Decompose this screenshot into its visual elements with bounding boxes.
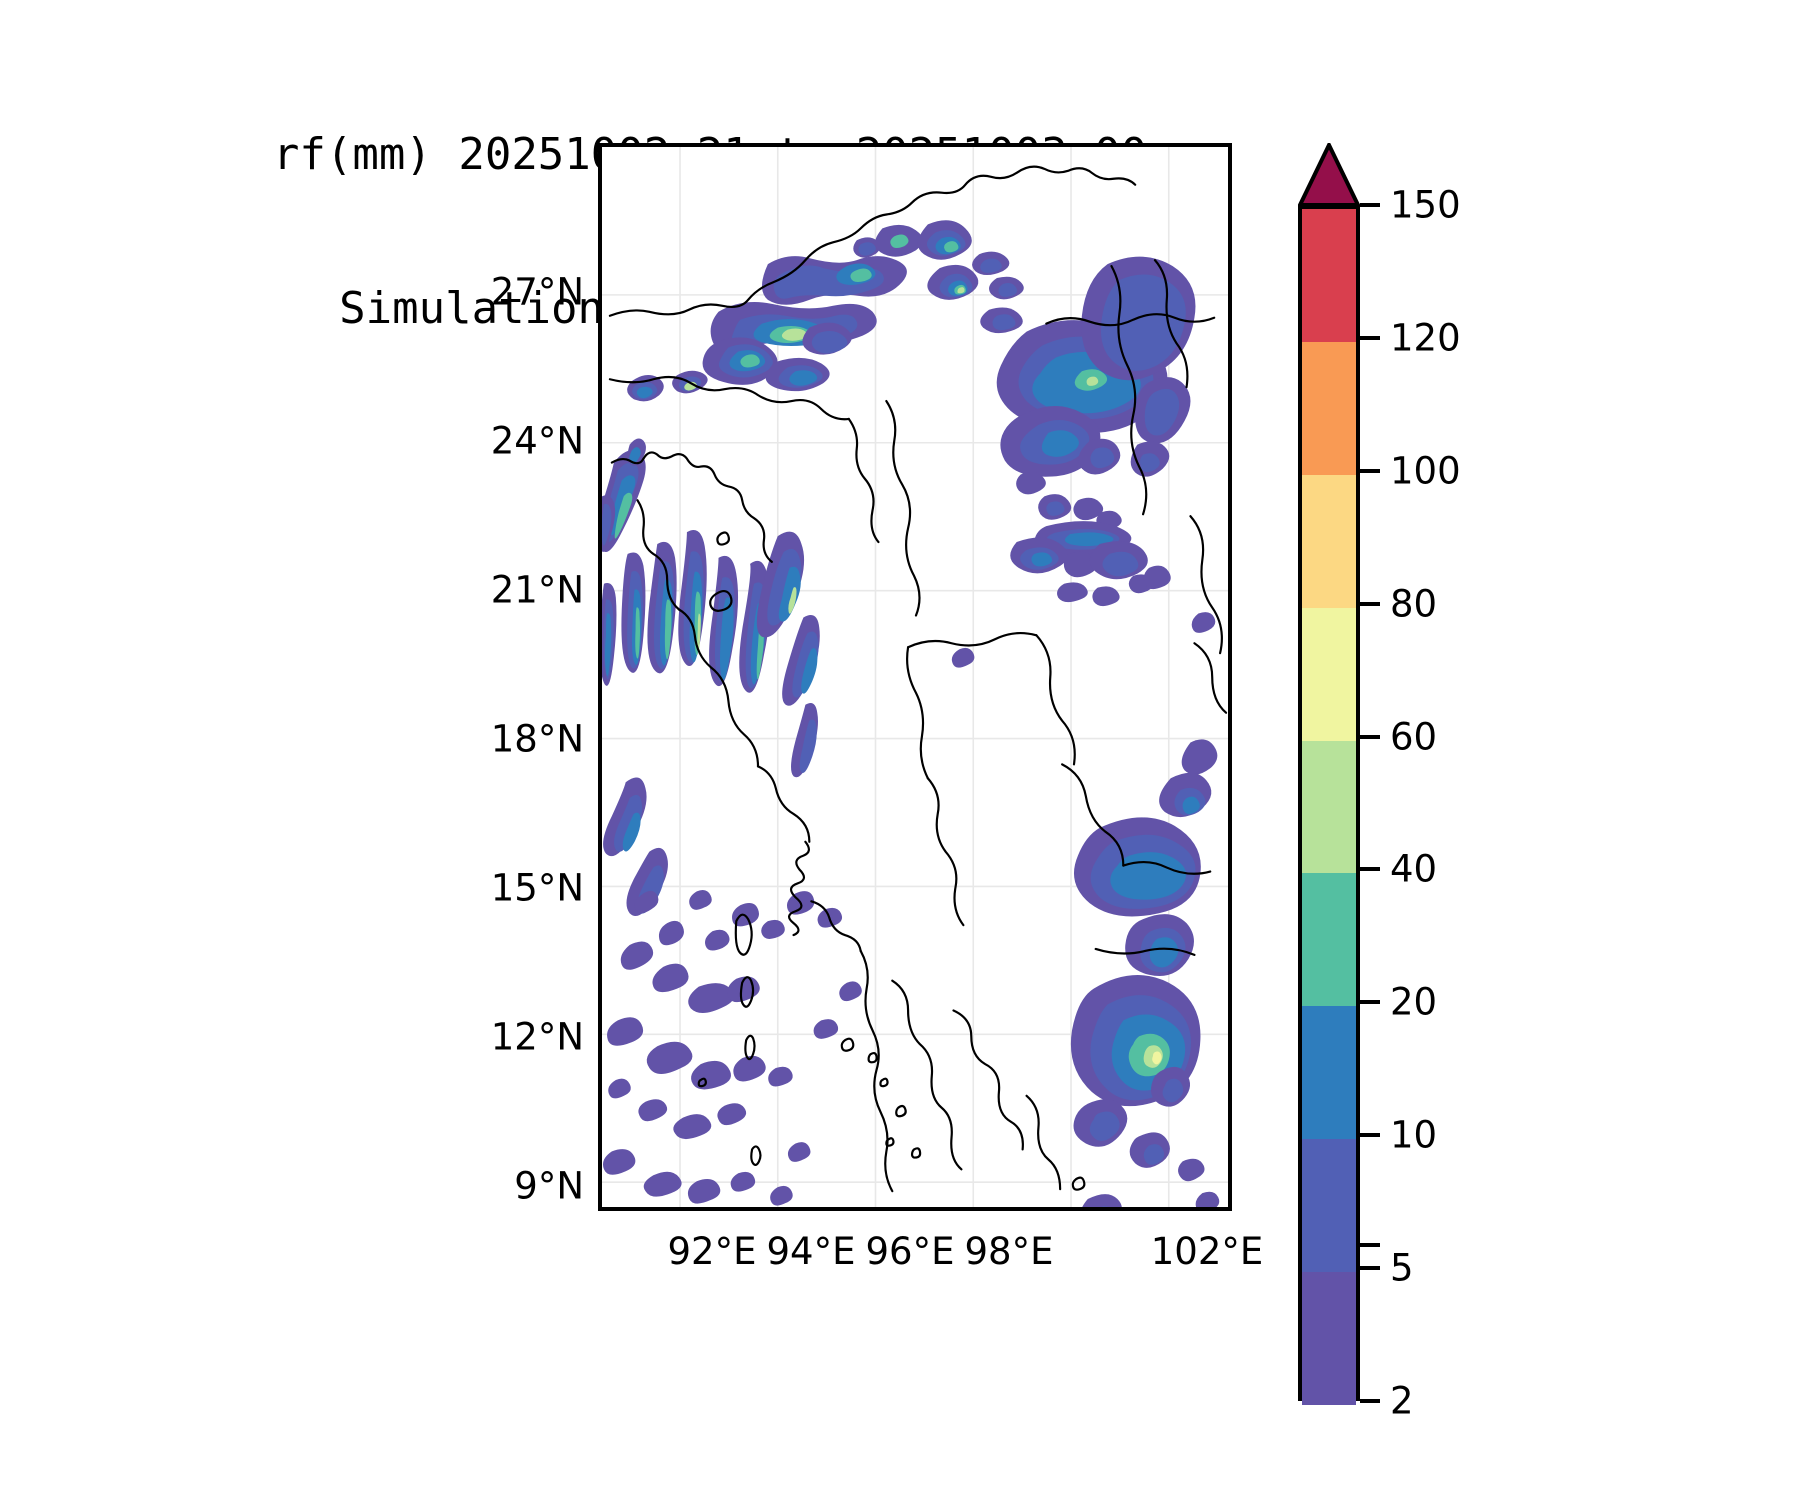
xtick-label-98e: 98°E [964, 1230, 1054, 1273]
colorbar-label-20: 20 [1390, 980, 1438, 1024]
colorbar-band-80-100 [1302, 474, 1356, 608]
colorbar-label-150: 150 [1390, 183, 1461, 227]
xtick-label-96e: 96°E [865, 1230, 955, 1273]
colorbar-label-5: 5 [1390, 1246, 1414, 1290]
colorbar-gradient [1298, 205, 1360, 1405]
xtick-label-102e: 102°E [1150, 1230, 1264, 1273]
ytick-label-27n: 27°N [490, 270, 584, 314]
xtick-label-94e: 94°E [766, 1230, 856, 1273]
colorbar-label-100: 100 [1390, 449, 1461, 493]
colorbar-label-120: 120 [1390, 316, 1461, 360]
colorbar-extend-arrow [1298, 143, 1360, 207]
map-canvas [602, 147, 1228, 1207]
map-plot-area[interactable] [598, 143, 1232, 1211]
rainfall-map-svg [602, 147, 1228, 1207]
colorbar-label-2: 2 [1390, 1379, 1414, 1423]
colorbar-band-5-10 [1302, 1139, 1356, 1272]
rainfall-contours [602, 220, 1220, 1207]
colorbar[interactable]: 150 120 100 80 60 40 20 10 [1298, 143, 1598, 1405]
colorbar-band-120-150 [1302, 209, 1356, 342]
ytick-label-21n: 21°N [490, 568, 584, 612]
colorbar-label-60: 60 [1390, 715, 1438, 759]
colorbar-band-10-20 [1302, 1006, 1356, 1140]
xtick-label-92e: 92°E [667, 1230, 757, 1273]
rf-region-shan-yunnan [996, 256, 1196, 607]
rf-region-ne-india [627, 220, 1024, 402]
colorbar-tick-2 [1360, 1399, 1380, 1403]
colorbar-band-20-40 [1302, 873, 1356, 1007]
colorbar-band-40-60 [1302, 740, 1356, 874]
colorbar-band-2-5 [1302, 1272, 1356, 1405]
rf-region-gulf-of-thailand [951, 565, 1220, 1207]
ytick-label-15n: 15°N [490, 866, 584, 910]
colorbar-label-10: 10 [1390, 1113, 1438, 1157]
ytick-label-24n: 24°N [490, 419, 584, 463]
colorbar-label-40: 40 [1390, 847, 1438, 891]
colorbar-label-80: 80 [1390, 582, 1438, 626]
rf-region-chittagong-coast [602, 438, 646, 553]
colorbar-tick-5 [1360, 1266, 1380, 1271]
map-coastlines [608, 165, 1228, 1193]
colorbar-band-100-120 [1302, 341, 1356, 475]
ytick-label-18n: 18°N [490, 717, 584, 761]
rf-region-bay-of-bengal-streaks [602, 529, 820, 916]
rf-region-andaman-sea [602, 890, 862, 1206]
ytick-label-12n: 12°N [490, 1015, 584, 1059]
ytick-label-9n: 9°N [514, 1164, 584, 1208]
colorbar-band-60-80 [1302, 607, 1356, 741]
